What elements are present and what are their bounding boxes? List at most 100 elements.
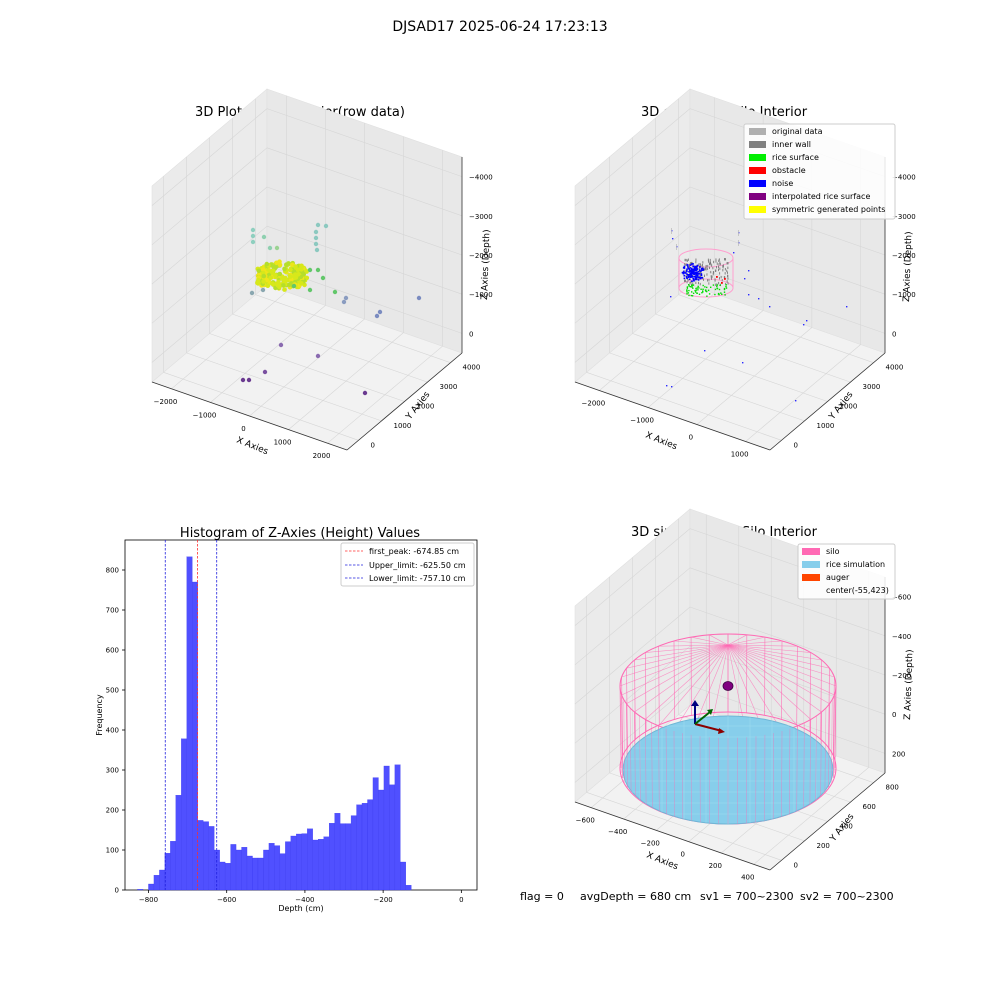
y-tick-label: 2000 [840,403,858,411]
classify-wall-point [684,279,685,283]
status-line: flag = 0 avgDepth = 680 cm sv1 = 700~230… [520,890,894,903]
histogram-bar [263,849,270,891]
floor-grid-y [586,372,782,441]
z-tick-label: −600 [892,594,911,602]
histogram-bar [296,833,302,891]
classify-surface-point [692,292,695,294]
classify-wall-point [706,267,708,271]
raw-point [282,266,287,272]
histogram-xtick-label: −200 [374,896,393,904]
back-grid-z [266,186,463,256]
classify-surface-point [695,289,697,291]
classify-scatter-point [666,385,668,387]
back-grid-z [266,147,463,217]
histogram-bar [279,853,286,891]
histogram-xticks: −800 −600 −400 −200 0 [139,890,464,904]
classify-wall-point [724,272,726,275]
x-tick-label: 0 [241,425,245,433]
classify-wall-point [727,266,729,269]
raw-point [273,273,278,278]
classify-wall-point [707,279,708,282]
silo-roof-wire [727,644,798,647]
histogram-bar [268,843,275,891]
y-tick-label: 0 [794,861,798,869]
classify-wall-point [727,262,729,265]
raw-point-outlier [341,299,347,305]
raw-point-outlier [307,287,313,293]
classify-noise-point [695,272,698,274]
silo-roof-wire [727,644,835,696]
classify-surface-point [688,285,690,287]
classify-wall-point [686,259,688,262]
classify-noise-point [687,265,689,268]
classify-wall-point [723,264,724,267]
classify-surface-point [691,291,693,293]
classify-noise-point [686,273,688,275]
left-grid-z [574,606,691,705]
raw-point-outlier [246,377,252,383]
y-tick-label: 200 [817,842,830,850]
classify-scatter-point [742,362,744,364]
classify-surface-point [702,284,704,287]
classify-noise-point [700,274,703,277]
y-tick-label: 4000 [463,364,481,372]
silo-vertical-wire [658,646,660,726]
histogram-xtick-label: 0 [459,896,463,904]
z-tick-label: −3000 [892,213,916,221]
classify-wall-point [714,278,716,281]
histogram-bar [400,861,406,891]
classify-wall-point [712,266,714,270]
raw-point [304,269,309,274]
classify-noise-point [696,272,699,275]
classify-scatter-point [748,294,750,296]
classify-noise-point [689,269,691,271]
classify-surface-point [710,286,712,288]
histogram-xlabel: Depth (cm) [278,904,323,913]
raw-point [276,280,281,286]
raw-point [296,272,301,277]
y-tick-label: 600 [863,803,876,811]
classify-surface-point [686,289,688,291]
classify-wall-point [724,268,726,271]
raw-point-outlier [374,313,380,319]
histogram-bar [339,823,346,891]
legend-label-interp: interpolated rice surface [772,192,870,201]
classify-wall-point [687,278,689,281]
floor-grid-y [678,294,874,363]
raw-point-outlier [307,267,313,273]
classify-3d-points [666,228,848,402]
classify-noise-point [696,268,699,270]
classify-3d-ticks: −2000 −1000 0 1000 0 1000 2000 3000 4000 0 −1000 −2… [582,174,916,459]
classify-surface-point [723,291,726,293]
y-tick-label: 800 [886,784,899,792]
classify-surface-point [716,285,718,287]
raw-point-outlier [274,245,280,251]
legend-swatch-wall [749,141,766,148]
raw-point-outlier [261,234,267,240]
center-y-arrow [694,711,711,725]
classify-surface-point [712,284,715,286]
floor-grid-y [655,313,851,383]
classify-noise-point [699,277,702,280]
histogram-bar [181,738,187,891]
classify-noise-point [689,264,692,266]
y-tick-label: 1000 [817,422,835,430]
x-tick-label: 1000 [731,451,749,459]
classify-scatter-point [806,320,808,322]
raw-point-outlier [377,309,383,315]
histogram-bar [389,784,396,891]
histogram-ytick-label: 300 [106,767,119,775]
classify-surface-point [706,290,708,293]
classify-scatter-point [758,298,760,300]
silo-roof-wire [727,644,811,653]
floor-grid-y [609,352,805,422]
raw-point-outlier [315,353,321,359]
silo-vertical-wire [673,640,675,720]
classify-surface-point [686,293,688,295]
left-grid-z [574,108,691,206]
legend-swatch-auger [802,574,820,581]
classify-scatter-point [672,238,674,240]
raw-point [293,275,299,280]
classify-wall-point [727,271,728,274]
silo-roof-wire [645,644,729,653]
